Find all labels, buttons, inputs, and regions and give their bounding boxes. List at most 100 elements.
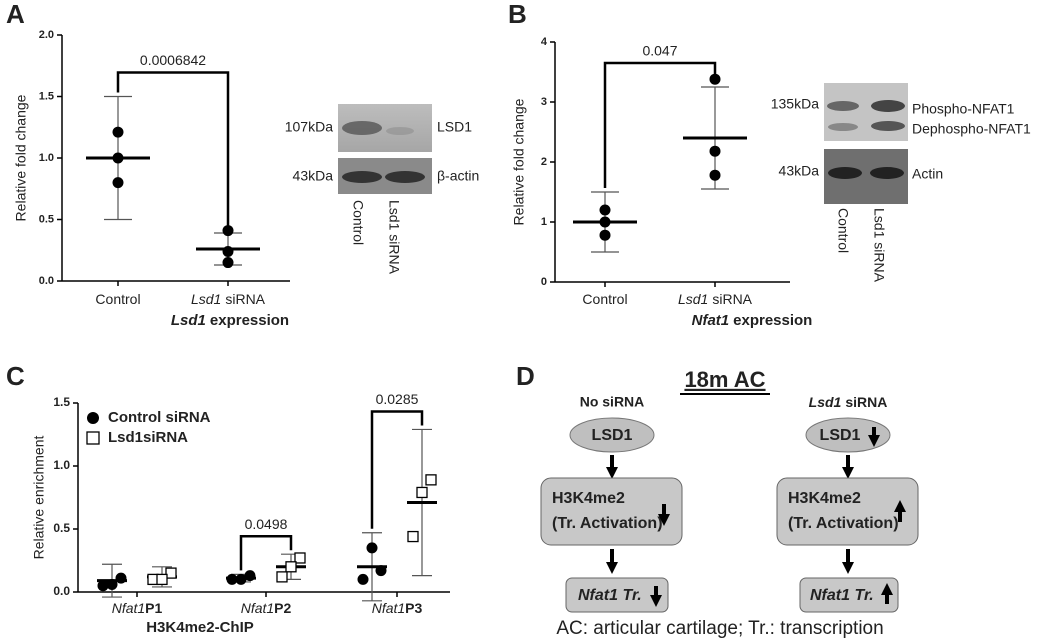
data-point <box>709 145 721 157</box>
data-point <box>276 571 288 583</box>
blot-band <box>871 100 905 112</box>
western-blot: 107kDa LSD1 43kDa β-actin Control Lsd1 s… <box>285 104 479 275</box>
panel-label: B <box>508 0 527 29</box>
text-part: P2 <box>274 600 291 616</box>
y-tick-label: 2.0 <box>39 29 54 41</box>
y-tick-label: 0.0 <box>53 584 70 598</box>
significance-bracket <box>603 61 717 188</box>
legend-label: Control siRNA <box>108 409 211 426</box>
mark-node <box>776 477 919 546</box>
text-part: Control <box>95 291 140 307</box>
node-label: Nfat1 Tr. <box>810 587 874 604</box>
blot-band <box>342 171 382 183</box>
significance-bracket <box>116 71 230 230</box>
significance-bracket <box>239 534 293 571</box>
text-part: expression <box>210 312 289 329</box>
node-label: LSD1 <box>592 427 633 444</box>
legend-marker <box>86 431 100 445</box>
data-point <box>235 573 247 585</box>
target-node <box>565 577 669 613</box>
node-label: Nfat1 Tr. <box>578 587 642 604</box>
y-tick-label: 1.0 <box>53 458 70 472</box>
data-point <box>112 177 124 189</box>
protein-label: Phospho-NFAT1 <box>912 101 1015 117</box>
y-tick-label: 1.0 <box>39 152 54 164</box>
italic-part: Lsd1 <box>678 291 708 307</box>
italic-part: Lsd1 <box>191 291 221 307</box>
p-value-label: 0.0285 <box>376 391 419 407</box>
text-part: Control <box>582 291 627 307</box>
blot-band <box>871 121 905 131</box>
data-point <box>222 225 234 237</box>
italic-part: Nfat1 <box>241 600 274 616</box>
data-point <box>366 542 378 554</box>
data-point <box>285 561 297 573</box>
y-tick-label: 1.5 <box>53 395 70 409</box>
y-axis-label: Relative enrichment <box>31 436 47 560</box>
blot-band <box>386 127 414 135</box>
lane-label: Lsd1 siRNA <box>386 200 402 275</box>
y-axis-label: Relative fold change <box>511 98 527 225</box>
p-value-label: 0.0498 <box>245 516 288 532</box>
panel-label: C <box>6 361 25 391</box>
node-label: H3K4me2 <box>788 490 861 507</box>
blot-image <box>824 83 908 141</box>
protein-label: Dephospho-NFAT1 <box>912 121 1031 137</box>
mw-label: 43kDa <box>293 168 334 184</box>
y-tick-label: 0.5 <box>39 213 54 225</box>
lane-label: Control <box>835 208 851 253</box>
data-point <box>97 580 109 592</box>
panel-label: D <box>516 361 535 391</box>
blot-band <box>827 101 859 111</box>
lane-label: Control <box>350 200 366 245</box>
protein-label: LSD1 <box>437 119 472 135</box>
x-tick-label: Control <box>582 291 627 307</box>
data-point <box>416 486 428 499</box>
x-tick-label: Nfat1P3 <box>372 600 423 616</box>
data-point <box>599 204 611 216</box>
data-point <box>106 578 118 590</box>
blot-band <box>828 167 862 179</box>
node-label: (Tr. Activation) <box>788 515 899 532</box>
blot-band <box>385 171 425 183</box>
mw-label: 43kDa <box>779 163 820 179</box>
panel-label: A <box>6 0 25 29</box>
significance-bracket <box>370 410 424 529</box>
data-point <box>294 552 306 564</box>
data-point <box>407 530 419 543</box>
heading-italic: Lsd1 <box>809 394 842 410</box>
data-point <box>112 152 124 164</box>
diagram-footer: AC: articular cartilage; Tr.: transcript… <box>556 618 883 639</box>
y-tick-label: 0 <box>541 276 547 288</box>
x-tick-label: Lsd1 siRNA <box>191 291 266 307</box>
node-label: H3K4me2 <box>552 490 625 507</box>
x-tick-label: Lsd1 siRNA <box>678 291 753 307</box>
column-heading: Lsd1 siRNA <box>809 394 888 410</box>
data-point <box>425 474 437 486</box>
x-tick-label: Control <box>95 291 140 307</box>
text-part: siRNA <box>225 291 265 307</box>
y-tick-label: 3 <box>541 96 547 108</box>
data-point <box>165 567 177 579</box>
data-point <box>115 572 127 584</box>
data-point <box>222 257 234 269</box>
text-part: P1 <box>145 600 162 616</box>
heading-text: siRNA <box>845 394 887 410</box>
italic-part: Nfat1 <box>372 600 405 616</box>
data-point <box>709 169 721 181</box>
mw-label: 107kDa <box>285 119 333 135</box>
legend-label: Lsd1siRNA <box>108 429 188 446</box>
node-label: (Tr. Activation) <box>552 515 663 532</box>
p-value-label: 0.0006842 <box>140 52 206 68</box>
data-point <box>244 570 256 582</box>
protein-label: β-actin <box>437 168 479 184</box>
mw-label: 135kDa <box>771 96 819 112</box>
y-tick-label: 2 <box>541 156 547 168</box>
blot-band <box>828 123 858 131</box>
data-point <box>226 573 238 585</box>
mark-node <box>540 477 683 546</box>
text-part: siRNA <box>712 291 752 307</box>
western-blot: 135kDa Phospho-NFAT1 Dephospho-NFAT1 43k… <box>771 83 1031 283</box>
data-point <box>599 229 611 241</box>
